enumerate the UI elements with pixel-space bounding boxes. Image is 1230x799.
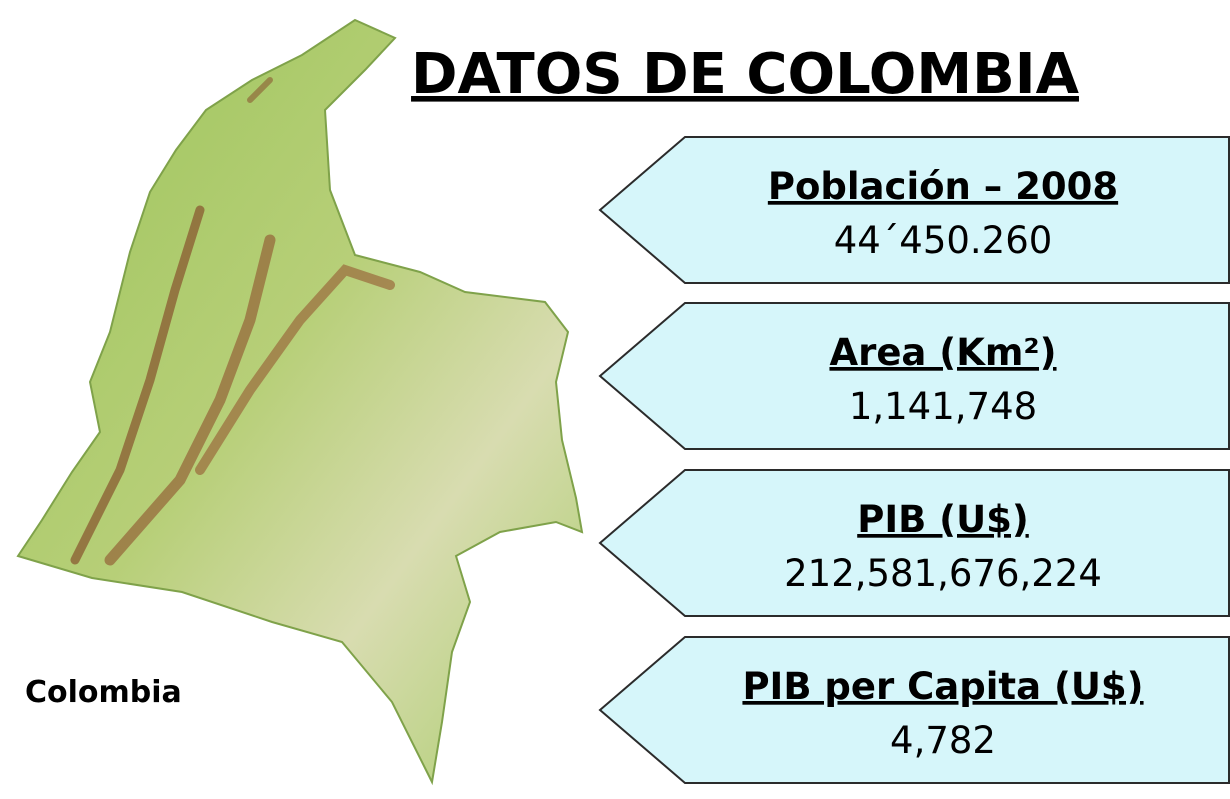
map-label: Colombia bbox=[25, 675, 182, 710]
mountain-ridge bbox=[104, 234, 276, 566]
info-value: 1,141,748 bbox=[849, 385, 1037, 428]
info-value: 4,782 bbox=[890, 719, 996, 762]
map bbox=[16, 18, 584, 786]
info-label: Población – 2008 bbox=[768, 165, 1118, 208]
info-arrow-box bbox=[598, 302, 1230, 450]
info-label: PIB (U$) bbox=[857, 498, 1029, 541]
info-arrow-box bbox=[598, 636, 1230, 784]
info-label: Area (Km²) bbox=[829, 331, 1056, 374]
mountain-ridge bbox=[195, 264, 395, 475]
info-arrow-box bbox=[598, 469, 1230, 617]
map-shape bbox=[16, 18, 584, 786]
title: DATOS DE COLOMBIA bbox=[411, 42, 1080, 107]
info-arrow-box bbox=[598, 136, 1230, 284]
mountain-ridge bbox=[247, 77, 273, 103]
info-value: 212,581,676,224 bbox=[784, 552, 1102, 595]
mountain-ridge bbox=[70, 205, 205, 565]
info-label: PIB per Capita (U$) bbox=[742, 665, 1143, 708]
info-value: 44´450.260 bbox=[834, 219, 1053, 262]
